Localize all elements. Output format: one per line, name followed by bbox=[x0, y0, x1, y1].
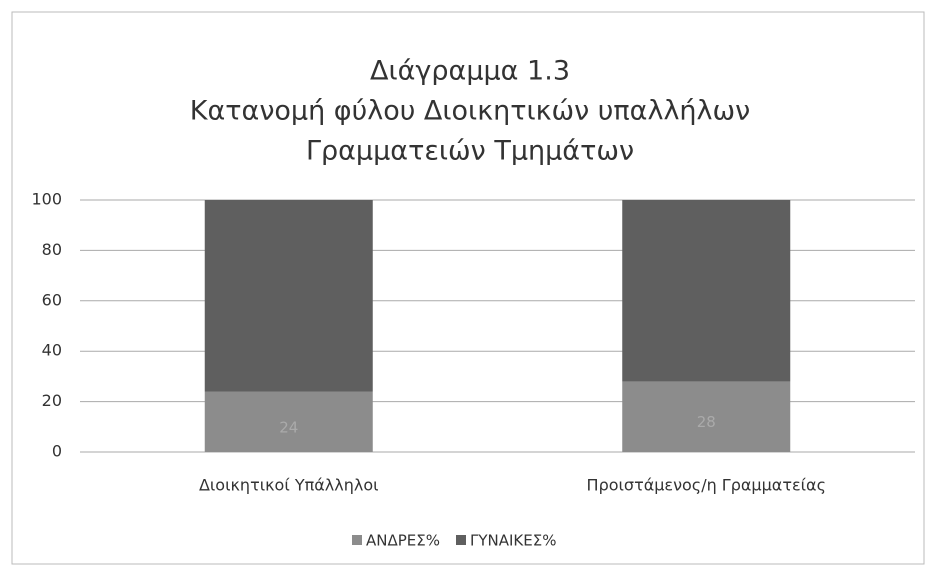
y-tick-label: 20 bbox=[42, 391, 62, 410]
chart-title: Γραμματειών Τμημάτων bbox=[306, 136, 634, 167]
x-tick-label: Διοικητικοί Υπάλληλοι bbox=[199, 476, 379, 495]
legend-swatch bbox=[456, 535, 466, 545]
legend-label: ΑΝΔΡΕΣ% bbox=[366, 532, 440, 550]
data-label: 28 bbox=[697, 413, 716, 431]
chart-title: Διάγραμμα 1.3 bbox=[370, 56, 570, 87]
data-label: 24 bbox=[279, 418, 298, 436]
legend-swatch bbox=[352, 535, 362, 545]
y-tick-label: 100 bbox=[31, 190, 62, 209]
bar-segment bbox=[204, 391, 373, 452]
bar-segment bbox=[622, 200, 791, 382]
y-tick-label: 60 bbox=[42, 290, 62, 309]
x-tick-label: Προιστάμενος/η Γραμματείας bbox=[587, 476, 826, 495]
y-tick-label: 80 bbox=[42, 240, 62, 259]
bar-segment bbox=[622, 381, 791, 452]
legend-label: ΓΥΝΑΙΚΕΣ% bbox=[470, 532, 556, 550]
chart-title: Κατανομή φύλου Διοικητικών υπαλλήλων bbox=[190, 96, 750, 127]
y-tick-label: 40 bbox=[42, 341, 62, 360]
y-tick-label: 0 bbox=[52, 442, 62, 461]
bar-segment bbox=[204, 200, 373, 392]
